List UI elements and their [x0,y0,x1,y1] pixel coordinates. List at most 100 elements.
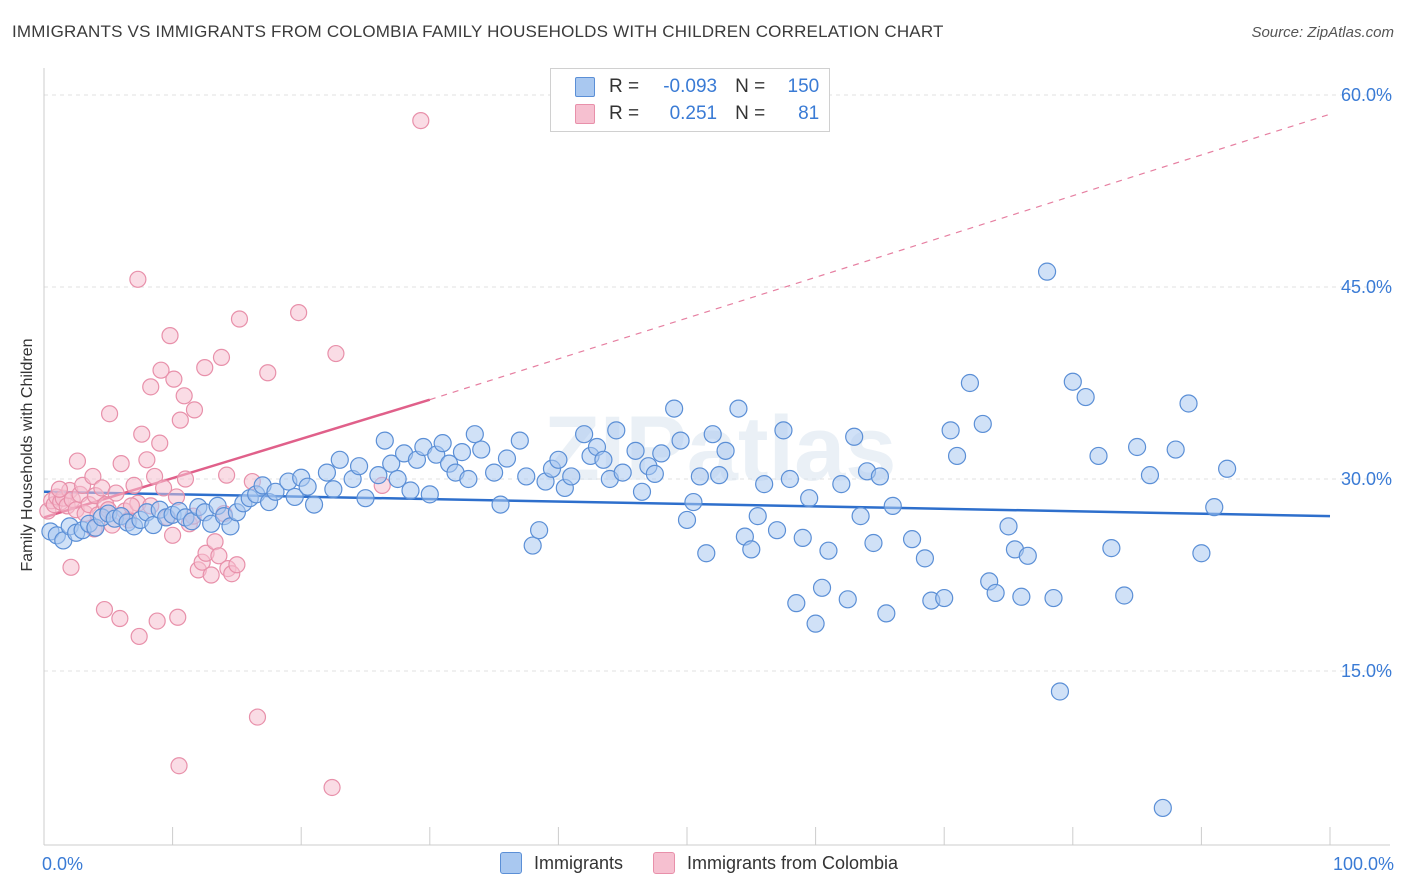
data-point-colombia [165,370,183,388]
data-point-immigrants [703,425,722,444]
data-point-immigrants [877,604,896,623]
data-point-immigrants [767,521,787,540]
data-point-colombia [206,533,224,551]
legend-r-label: R = [609,103,640,124]
data-point-immigrants [330,450,349,469]
data-point-colombia [68,452,87,470]
source-label: Source: ZipAtlas.com [1251,24,1394,41]
data-point-immigrants [324,480,343,499]
data-point-colombia [100,405,119,423]
data-point-immigrants [947,446,967,466]
axes [43,68,1390,846]
legend-row-colombia: R = 0.251 N = 81 [575,102,819,126]
data-point-immigrants [800,489,819,508]
data-point-immigrants [671,431,690,450]
data-point-colombia [125,476,143,494]
data-point-immigrants [485,463,504,482]
data-point-immigrants [780,469,799,489]
legend-row-immigrants: R = -0.093 N = 150 [575,75,819,99]
data-point-immigrants [935,588,954,608]
data-point-immigrants [883,496,902,515]
data-point-immigrants [1127,437,1147,457]
data-point-colombia [138,451,156,469]
series-legend: Immigrants Immigrants from Colombia [500,852,928,874]
y-tick-label: 15.0% [1341,661,1392,681]
data-point-colombia [95,600,114,619]
legend-n-label: N = [735,103,766,124]
data-point-colombia [412,111,430,130]
data-point-immigrants [459,469,478,489]
data-point-colombia [154,479,173,497]
data-point-immigrants [999,517,1018,536]
data-point-immigrants [304,495,324,514]
data-point-immigrants [1179,394,1198,413]
data-point-immigrants [941,421,960,440]
data-point-immigrants [356,489,375,508]
data-point-colombia [230,310,249,328]
data-point-colombia [290,304,308,322]
data-point-immigrants [497,449,517,468]
data-point-immigrants [285,487,304,507]
data-point-immigrants [915,549,935,568]
data-point-colombia [62,558,80,576]
data-point-immigrants [1205,498,1224,517]
axis-labels: 15.0% 30.0% 45.0% 60.0% 0.0% 100.0% [42,85,1394,874]
legend-n-value: 81 [798,103,820,124]
data-point-immigrants [491,495,510,514]
legend-label-immigrants: Immigrants [534,852,624,873]
trend-line-colombia-extension [429,113,1331,401]
data-point-immigrants [774,421,793,440]
data-point-colombia [111,609,129,628]
data-point-immigrants [465,425,484,444]
data-point-colombia [196,359,214,377]
data-point-immigrants [613,463,632,482]
data-point-immigrants [575,425,594,444]
data-point-immigrants [1218,459,1237,478]
data-point-colombia [212,348,231,366]
data-point-immigrants [1153,798,1172,818]
data-point-immigrants [1115,586,1134,605]
data-point-colombia [171,411,189,429]
data-point-colombia [107,484,125,502]
data-point-immigrants [388,469,407,489]
data-point-colombia [185,401,204,419]
data-point-immigrants [716,441,735,460]
data-point-colombia [142,378,160,396]
data-point-immigrants [697,544,716,563]
legend-n-label: N = [735,76,766,97]
series-colombia [39,111,430,797]
data-point-immigrants [645,464,664,483]
legend-swatch-immigrants [500,852,522,874]
data-point-immigrants [317,463,337,482]
legend-item-immigrants[interactable]: Immigrants [500,852,623,874]
data-point-immigrants [375,431,394,450]
data-point-colombia [145,467,164,486]
data-point-immigrants [1063,372,1082,391]
data-point-immigrants [382,454,401,473]
data-point-immigrants [1102,539,1121,558]
data-point-colombia [176,470,195,488]
data-point-immigrants [677,510,697,530]
data-point-immigrants [420,485,439,504]
data-point-immigrants [530,521,549,540]
data-point-immigrants [755,475,774,494]
legend-item-colombia[interactable]: Immigrants from Colombia [653,852,898,874]
data-point-immigrants [1018,546,1037,565]
data-point-immigrants [960,373,980,393]
data-point-immigrants [472,440,491,459]
legend-r-value: 0.251 [669,103,718,124]
data-point-colombia [170,757,188,775]
data-point-immigrants [787,594,806,613]
legend-r-value: -0.093 [663,76,718,97]
chart-title: IMMIGRANTS VS IMMIGRANTS FROM COLOMBIA F… [12,22,944,41]
data-point-colombia [161,327,179,345]
data-point-immigrants [452,443,472,462]
data-point-immigrants [517,467,536,486]
legend-swatch-pink [575,104,595,124]
data-point-immigrants [1089,446,1108,466]
data-point-immigrants [1037,262,1057,281]
x-tick-label-min: 0.0% [42,854,83,874]
data-point-immigrants [832,475,851,494]
data-point-immigrants [607,421,626,440]
